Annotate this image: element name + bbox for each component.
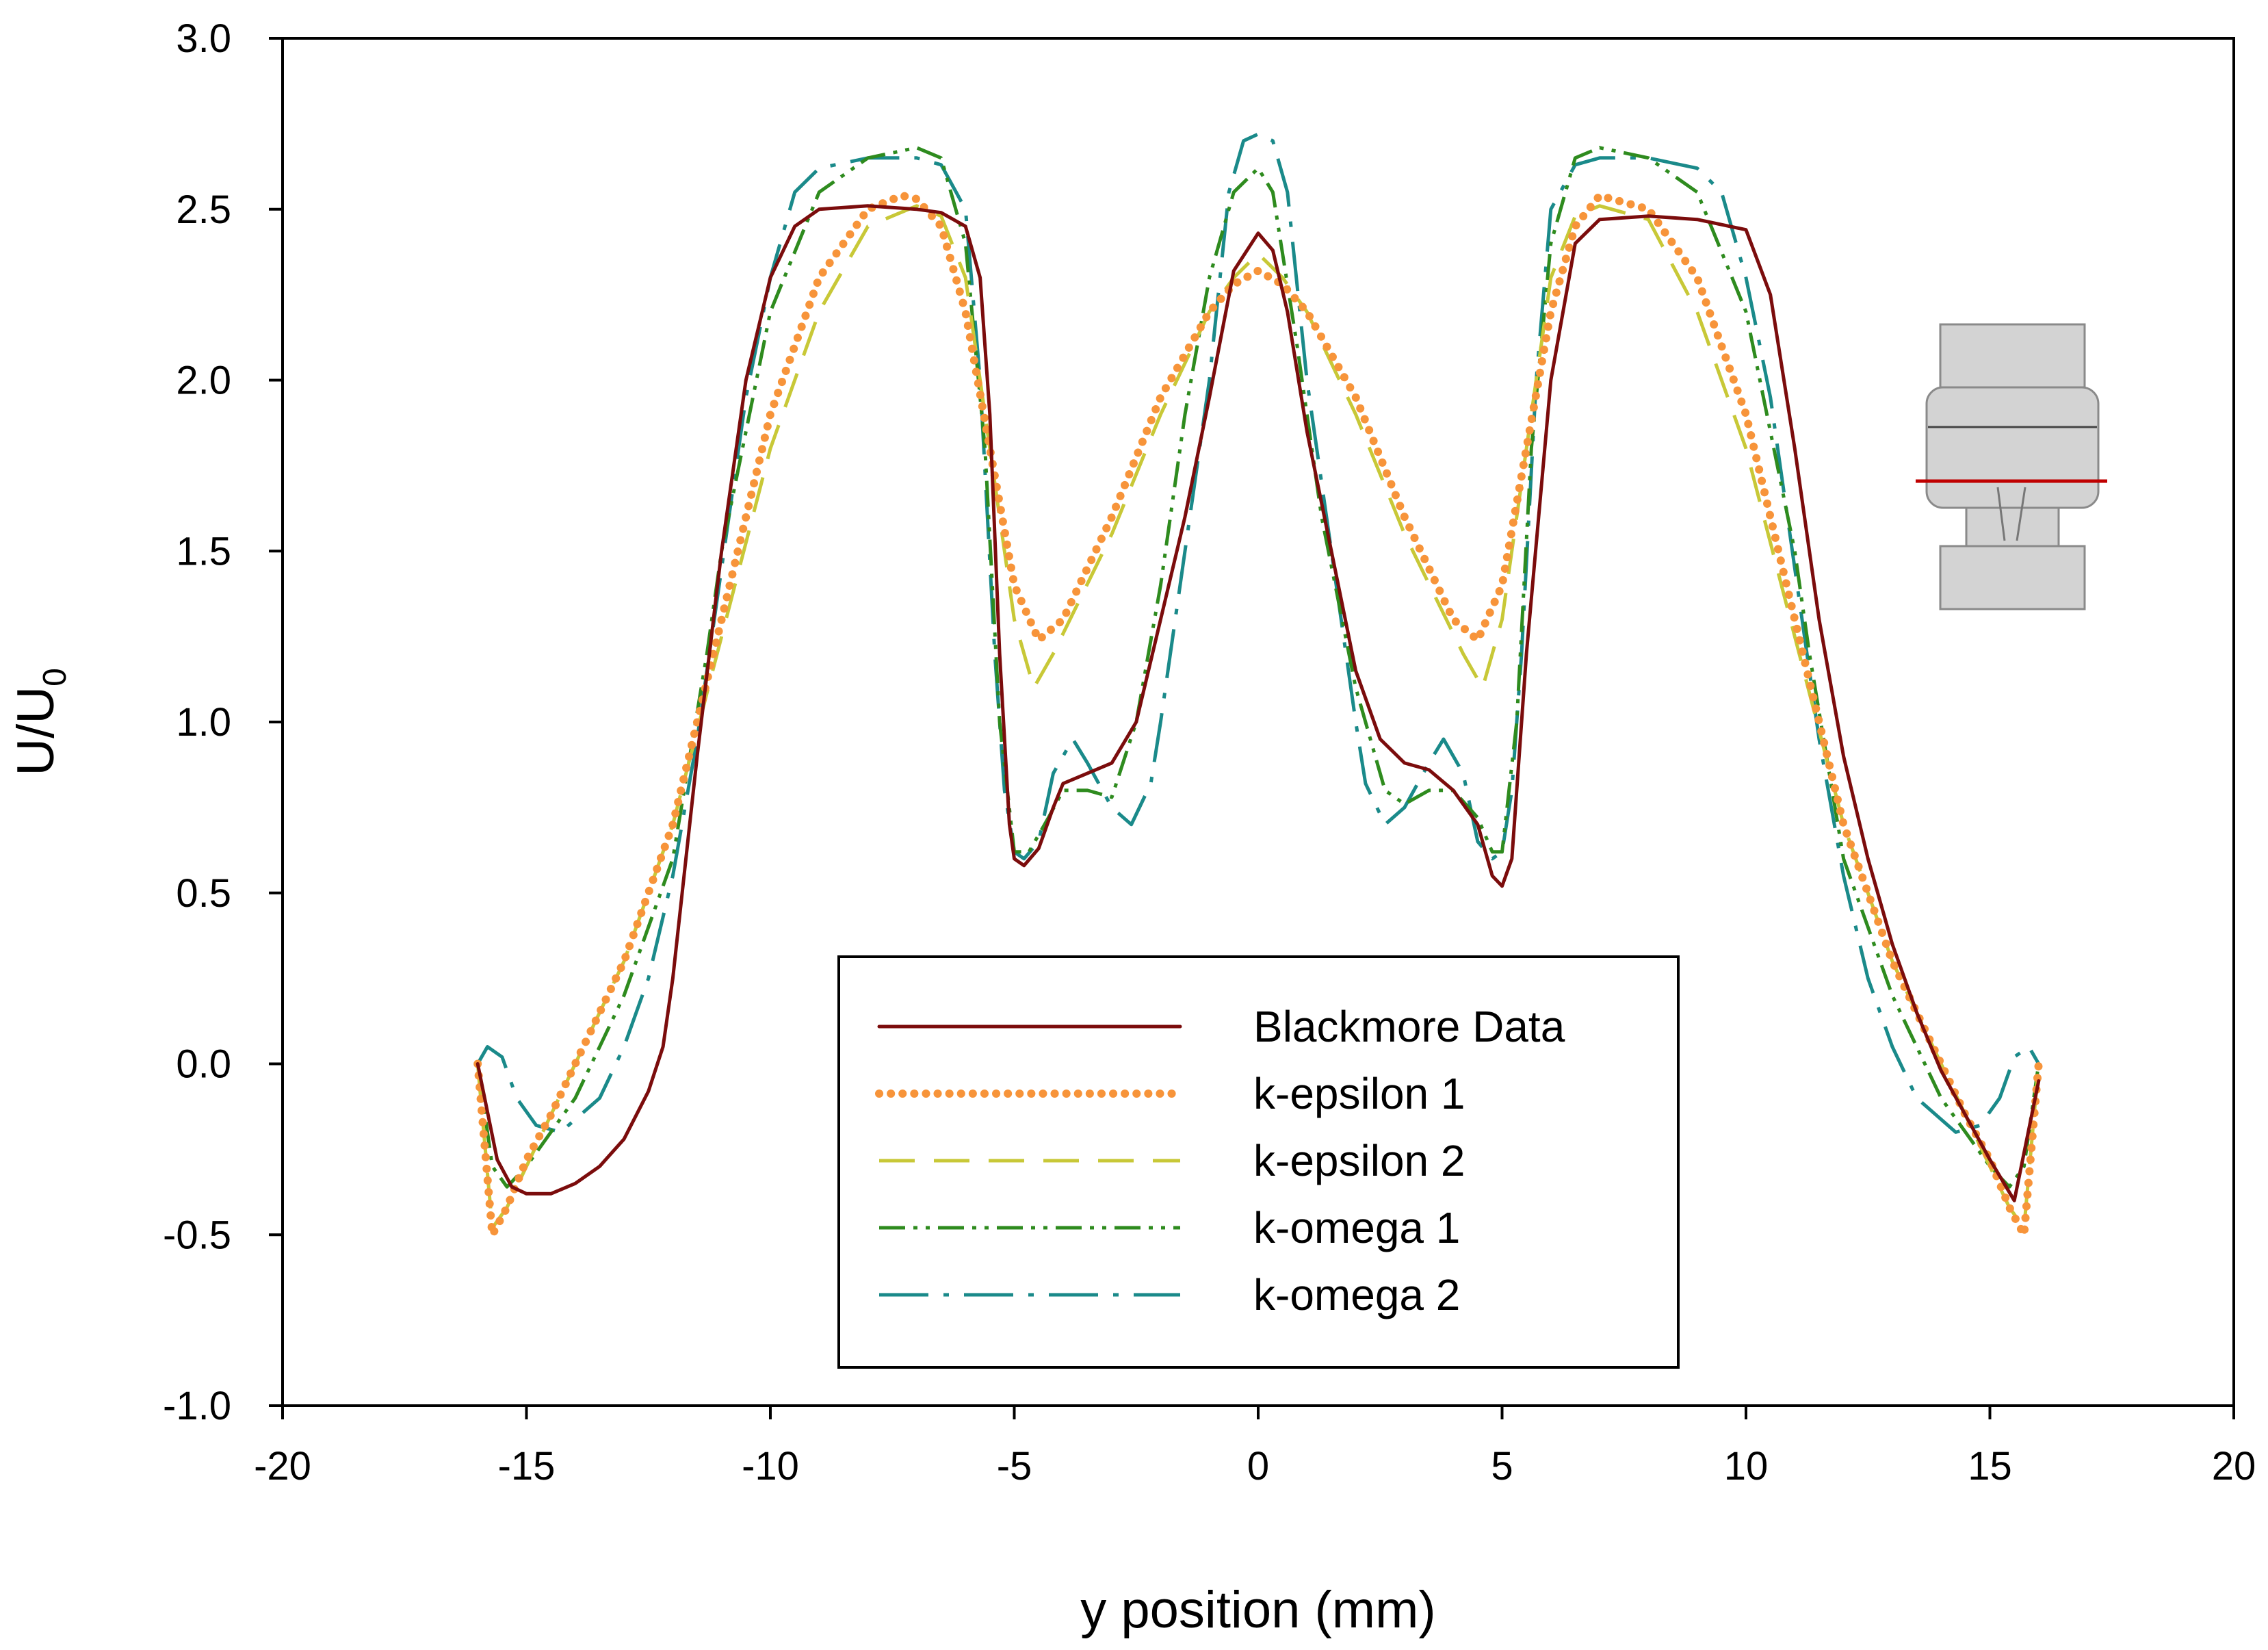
nozzle-schematic-inset (1916, 323, 2107, 610)
x-tick-label: -5 (997, 1444, 1032, 1488)
series-layer (473, 132, 2043, 1239)
y-tick-label: 2.0 (176, 359, 231, 403)
x-tick-label: 20 (2212, 1444, 2256, 1488)
legend-label: k-omega 2 (1253, 1270, 1460, 1319)
y-axis-title-subscript: 0 (37, 668, 73, 686)
legend-items: Blackmore Data k-epsilon 1 k-epsilon 2 k-om… (875, 1002, 1565, 1319)
y-tick-label: -0.5 (163, 1213, 231, 1257)
x-tick-label: 0 (1247, 1444, 1269, 1488)
legend-label: k-omega 1 (1253, 1203, 1460, 1252)
series-line-k-epsilon-1 (473, 191, 2043, 1239)
legend-label: k-epsilon 2 (1253, 1136, 1465, 1185)
y-tick-label: 0.5 (176, 871, 231, 916)
series-line-k-epsilon-2 (475, 204, 2041, 1230)
legend-label: Blackmore Data (1253, 1002, 1565, 1051)
legend: Blackmore Data k-epsilon 1 k-epsilon 2 k-om… (837, 955, 1680, 1369)
x-axis: -20 -15 -10 -5 0 5 10 15 20 (254, 1406, 2256, 1488)
x-tick-label: 15 (1968, 1444, 2012, 1488)
legend-label: k-epsilon 1 (1253, 1069, 1465, 1118)
y-tick-label: 0.0 (176, 1042, 231, 1087)
inset-middle-block (1925, 386, 2100, 509)
x-tick-label: -10 (742, 1444, 799, 1488)
x-tick-label: -20 (254, 1444, 311, 1488)
y-axis-title: U/U0 (7, 668, 73, 776)
x-tick-label: -15 (498, 1444, 556, 1488)
y-axis: 3.0 2.5 2.0 1.5 1.0 0.5 0.0 -0.5 -1.0 (163, 16, 283, 1428)
y-tick-label: 1.5 (176, 529, 231, 573)
y-tick-label: 1.0 (176, 700, 231, 745)
x-tick-label: 10 (1724, 1444, 1769, 1488)
y-axis-title-main: U/U (7, 686, 65, 776)
x-tick-label: 5 (1491, 1444, 1513, 1488)
inset-bottom-block (1939, 545, 2086, 610)
x-axis-title: y position (mm) (1080, 1581, 1435, 1639)
inset-needle (1996, 487, 2026, 541)
inset-neck (1965, 506, 2060, 547)
series-line-blackmore-data (475, 204, 2041, 1202)
inset-top-block (1939, 323, 2086, 389)
y-tick-label: -1.0 (163, 1384, 231, 1428)
y-tick-label: 2.5 (176, 188, 231, 232)
series-line-k-omega-2 (476, 132, 2040, 1134)
y-tick-label: 3.0 (176, 16, 231, 61)
